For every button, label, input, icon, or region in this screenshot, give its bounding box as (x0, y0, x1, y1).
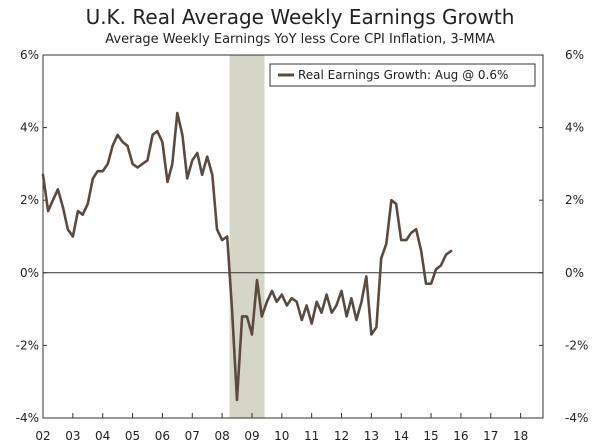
legend-label: Real Earnings Growth: Aug @ 0.6% (298, 68, 508, 82)
x-tick-label: 18 (513, 429, 528, 443)
y-tick-label-left: 0% (20, 266, 39, 280)
y-tick-label-left: 4% (20, 121, 39, 135)
x-tick-label: 10 (274, 429, 289, 443)
chart-subtitle: Average Weekly Earnings YoY less Core CP… (105, 32, 495, 47)
y-tick-label-left: 2% (20, 193, 39, 207)
x-tick-label: 03 (65, 429, 80, 443)
y-axis-right: 6% 4% 2% 0% -2% -4% (539, 48, 588, 425)
x-tick-label: 02 (35, 429, 50, 443)
x-tick-label: 12 (334, 429, 349, 443)
y-tick-label-right: 6% (565, 48, 584, 62)
y-tick-label-right: -4% (565, 411, 588, 425)
y-tick-label-right: 4% (565, 121, 584, 135)
x-tick-label: 08 (214, 429, 229, 443)
y-tick-label-right: -2% (565, 338, 588, 352)
x-tick-label: 07 (185, 429, 200, 443)
legend-box (269, 63, 536, 87)
x-tick-label: 15 (423, 429, 438, 443)
x-tick-label: 13 (364, 429, 379, 443)
y-axis-left: 6% 4% 2% 0% -2% -4% (16, 48, 47, 425)
y-tick-label-left: 6% (20, 48, 39, 62)
plot-frame (42, 54, 544, 419)
x-axis: 02 03 04 05 06 07 08 09 10 11 12 13 14 15 16 17 18 (35, 413, 528, 443)
chart-title: U.K. Real Average Weekly Earnings Growth (86, 5, 515, 29)
y-tick-label-left: -2% (16, 338, 39, 352)
x-tick-label: 04 (95, 429, 110, 443)
x-tick-label: 17 (483, 429, 498, 443)
x-tick-label: 09 (244, 429, 259, 443)
legend: Real Earnings Growth: Aug @ 0.6% (269, 63, 536, 87)
x-tick-label: 14 (394, 429, 409, 443)
y-tick-label-left: -4% (16, 411, 39, 425)
x-tick-label: 05 (125, 429, 140, 443)
x-tick-label: 06 (155, 429, 170, 443)
series-line-real-earnings-growth (41, 111, 453, 402)
x-tick-label: 11 (304, 429, 319, 443)
x-tick-label: 16 (453, 429, 468, 443)
y-tick-label-right: 0% (565, 266, 584, 280)
y-tick-label-right: 2% (565, 193, 584, 207)
